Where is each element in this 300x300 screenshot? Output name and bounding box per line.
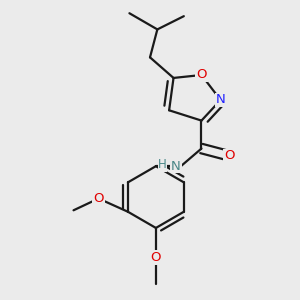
Text: N: N: [171, 160, 181, 173]
Text: O: O: [196, 68, 207, 82]
Text: N: N: [216, 94, 226, 106]
Text: O: O: [93, 192, 104, 205]
Text: O: O: [224, 149, 235, 162]
Text: H: H: [158, 158, 167, 171]
Text: O: O: [151, 251, 161, 264]
